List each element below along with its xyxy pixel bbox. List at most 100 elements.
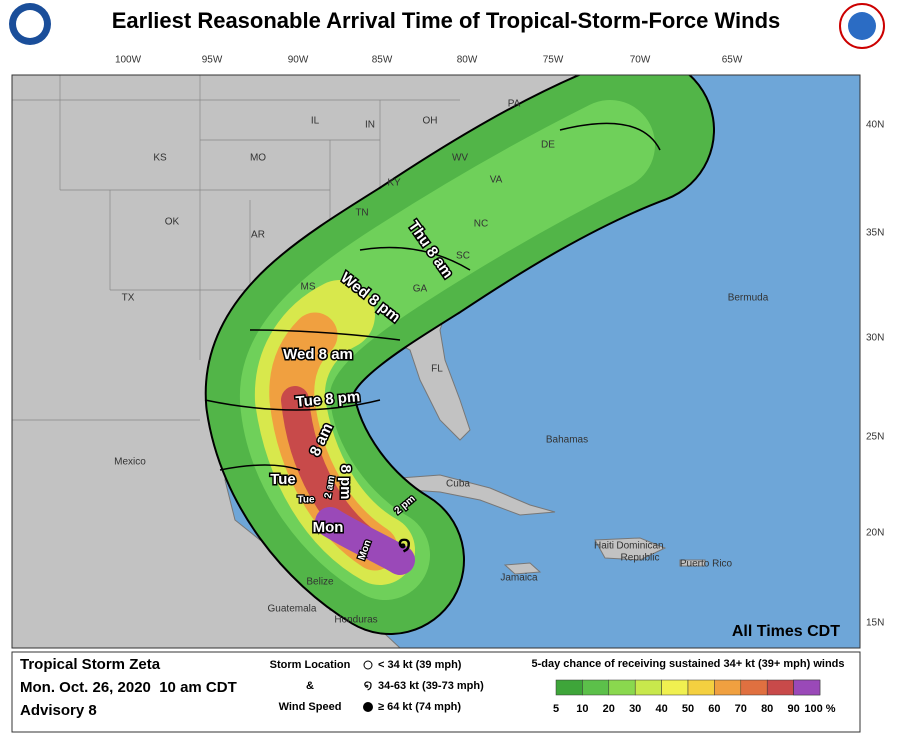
place-labels: PA KS MO IL IN OH WV VA KY DE NC TN OK AR SC TX MS GA FL Be…: [114, 99, 769, 626]
hispaniola: [594, 537, 667, 561]
probability-title: 5-day chance of receiving sustained 34+ …: [532, 658, 845, 670]
jamaica: [503, 562, 542, 575]
place-label: DE: [541, 140, 555, 151]
place-label: IN: [365, 120, 375, 131]
place-label: MS: [301, 282, 316, 293]
nws-logo-inner: [848, 12, 876, 40]
scale-swatch: [555, 679, 583, 696]
place-label: Guatemala: [268, 604, 317, 615]
longitude-labels: 100W 95W 90W 85W 80W 75W 70W 65W: [115, 55, 743, 66]
latitude-label: 25N: [866, 432, 884, 443]
place-label: Bahamas: [546, 435, 588, 446]
map-frame: [11, 74, 861, 649]
latitude-label: 30N: [866, 333, 884, 344]
storm-name: Tropical Storm Zeta: [20, 656, 161, 673]
key-symbol: [363, 660, 373, 670]
key-title: Wind Speed: [279, 701, 342, 713]
title: Earliest Reasonable Arrival Time of Trop…: [112, 8, 781, 33]
scale-label: 10: [576, 703, 588, 715]
place-label: Dominican: [616, 541, 663, 552]
scale-label: 40: [655, 703, 667, 715]
place-label: WV: [452, 153, 468, 164]
scale-swatch: [634, 679, 662, 696]
place-label: Haiti: [594, 541, 614, 552]
place-label: GA: [413, 284, 428, 295]
scale-label: 70: [735, 703, 747, 715]
key-item: < 34 kt (39 mph): [378, 659, 462, 671]
place-label: Belize: [306, 577, 334, 588]
place-label: PA: [508, 99, 521, 110]
advisory: Advisory 8: [20, 702, 97, 719]
place-label: AR: [251, 230, 265, 241]
scale-label: 30: [629, 703, 641, 715]
noaa-logo-inner: [16, 10, 44, 38]
scale-label: 100 %: [804, 703, 835, 715]
key-item: ≥ 64 kt (74 mph): [378, 701, 461, 713]
place-label: IL: [311, 116, 320, 127]
place-label: KY: [387, 178, 401, 189]
scale-swatch: [714, 679, 742, 696]
longitude-label: 85W: [372, 55, 393, 66]
time-label: Tue: [297, 495, 314, 506]
latitude-label: 35N: [866, 228, 884, 239]
scale-swatch: [661, 679, 689, 696]
puerto-rico: [679, 559, 706, 567]
place-label: NC: [474, 219, 488, 230]
time-label: Mon: [313, 519, 344, 536]
time-label: Tue: [270, 471, 296, 488]
scale-label: 50: [682, 703, 694, 715]
scale-label: 20: [603, 703, 615, 715]
map: ໑: [12, 75, 860, 648]
place-label: Jamaica: [500, 573, 538, 584]
latitude-labels: 40N 35N 30N 25N 20N 15N: [866, 120, 884, 629]
scale-swatch: [766, 679, 794, 696]
issue-date: Mon. Oct. 26, 2020 10 am CDT: [20, 679, 237, 696]
key-and: &: [306, 680, 314, 692]
probability-scale: 5 10 20 30 40 50 60 70 80 90 100 %: [553, 679, 836, 715]
time-label: 2 am: [323, 475, 338, 499]
time-label: Tue 8 pm: [295, 388, 361, 411]
scale-swatch: [687, 679, 715, 696]
place-label: TN: [355, 208, 368, 219]
longitude-label: 95W: [202, 55, 223, 66]
place-label: OH: [423, 116, 438, 127]
longitude-label: 70W: [630, 55, 651, 66]
place-label: OK: [165, 217, 180, 228]
place-label: Mexico: [114, 457, 146, 468]
longitude-label: 100W: [115, 55, 142, 66]
scale-label: 5: [553, 703, 559, 715]
scale-swatch: [740, 679, 768, 696]
longitude-label: 90W: [288, 55, 309, 66]
place-label: SC: [456, 251, 470, 262]
place-label: Bermuda: [728, 293, 769, 304]
key-title: Storm Location: [270, 659, 351, 671]
time-note: All Times CDT: [732, 623, 840, 640]
place-label: TX: [122, 293, 135, 304]
place-label: MO: [250, 153, 266, 164]
scale-swatch: [793, 679, 821, 696]
cone: [204, 75, 715, 635]
scale-swatch: [582, 679, 610, 696]
place-label: Puerto Rico: [680, 559, 733, 570]
place-label: VA: [490, 175, 503, 186]
cuba: [398, 474, 556, 516]
key-items: < 34 kt (39 mph) 34-63 kt (39-73 mph) ≥ 64…: [378, 659, 484, 713]
time-label: Wed 8 am: [283, 346, 353, 363]
scale-label: 60: [708, 703, 720, 715]
place-label: KS: [153, 153, 167, 164]
longitude-label: 80W: [457, 55, 478, 66]
key-symbol: ໑: [364, 677, 373, 693]
place-label: Honduras: [334, 615, 377, 626]
longitude-label: 75W: [543, 55, 564, 66]
key-item: 34-63 kt (39-73 mph): [378, 680, 484, 692]
place-label: Republic: [621, 553, 660, 564]
place-label: Cuba: [446, 479, 470, 490]
latitude-label: 15N: [866, 618, 884, 629]
latitude-label: 40N: [866, 120, 884, 131]
time-label: 8 pm: [337, 464, 354, 499]
latitude-label: 20N: [866, 528, 884, 539]
scale-swatch: [608, 679, 636, 696]
storm-symbol: ໑: [398, 533, 411, 555]
scale-label: 90: [787, 703, 799, 715]
